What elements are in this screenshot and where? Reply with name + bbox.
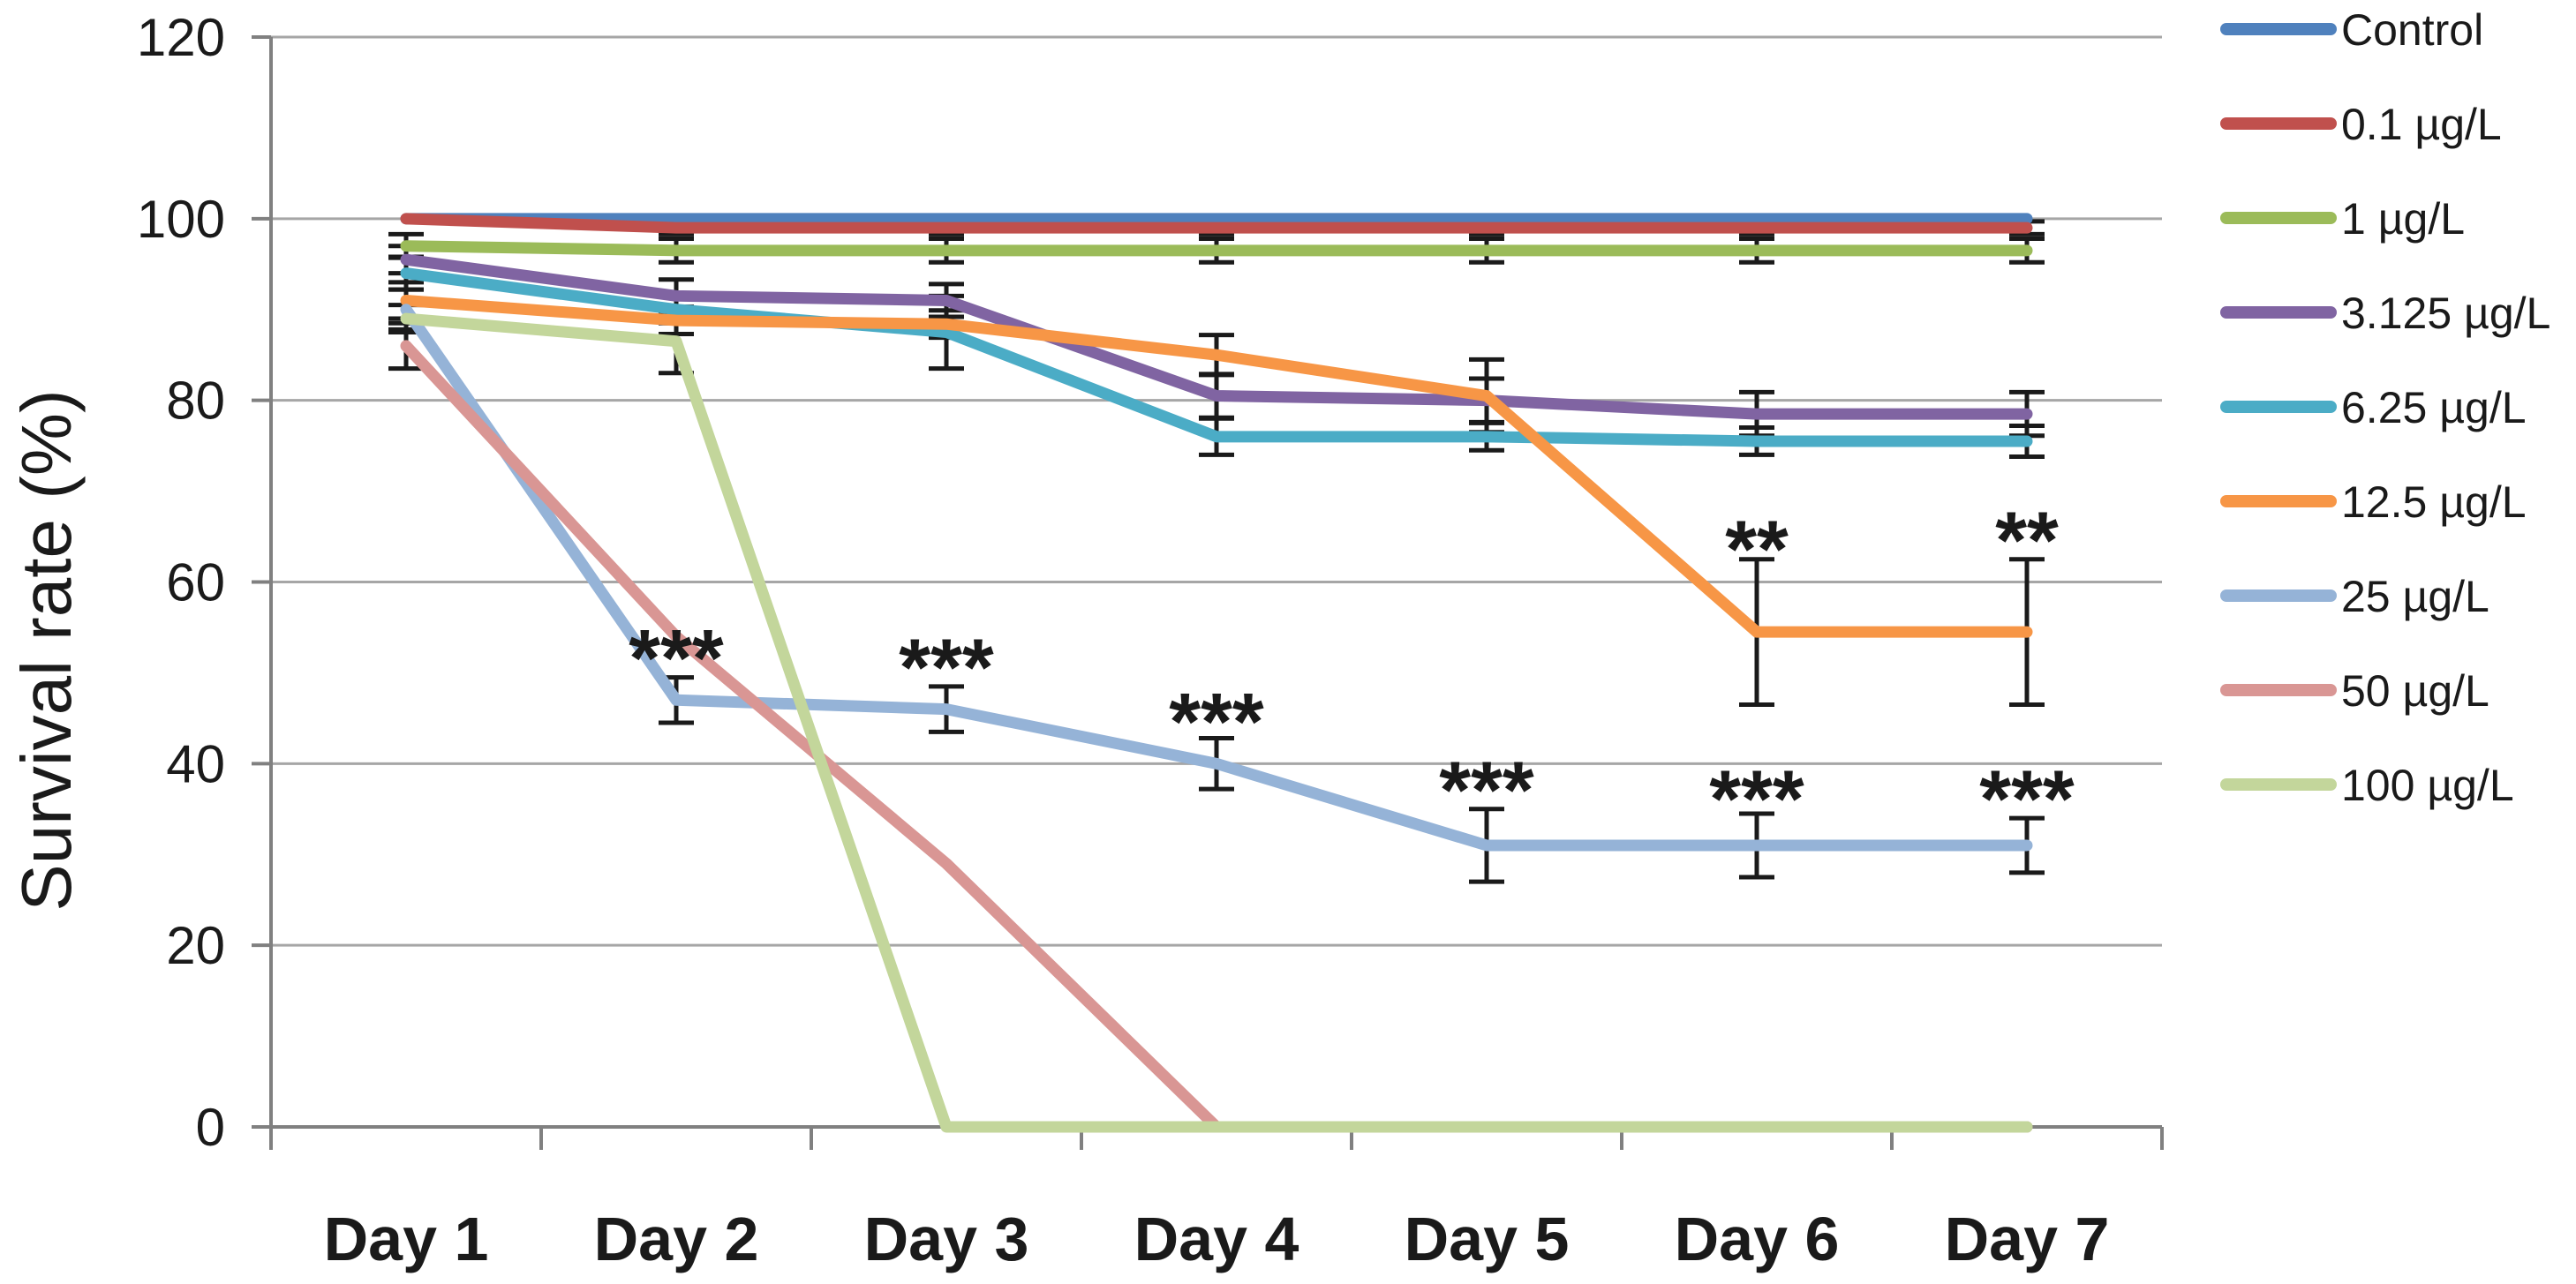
series-line-25-g-l: [400, 304, 2033, 852]
legend-label-1-g-l: 1 µg/L: [2341, 194, 2465, 244]
y-tick-label-40: 40: [166, 734, 225, 793]
y-tick-label-60: 60: [166, 553, 225, 612]
x-tick-labels: Day 1 Day 2 Day 3 Day 4 Day 5 Day 6 Day 7: [324, 1205, 2110, 1273]
legend-label-12.5-g-l: 12.5 µg/L: [2341, 477, 2527, 527]
annotation-25-g-l-day3: ***: [899, 623, 994, 713]
legend-label-50-g-l: 50 µg/L: [2341, 666, 2489, 716]
legend-label-25-g-l: 25 µg/L: [2341, 572, 2489, 621]
legend-label-3.125-g-l: 3.125 µg/L: [2341, 289, 2550, 338]
series-line-100-g-l: [400, 312, 2033, 1133]
legend-item-1-g-l: 1 µg/L: [2220, 194, 2465, 244]
series-line-12.5-g-l: [400, 294, 2033, 638]
legend-item-control: Control: [2220, 5, 2483, 55]
legend-label-6.25-g-l: 6.25 µg/L: [2341, 383, 2527, 432]
series-line-6.25-g-l: [400, 267, 2033, 447]
y-tick-labels: 0 20 40 60 80 100 120: [137, 8, 225, 1157]
legend-item-0.1-g-l: 0.1 µg/L: [2220, 100, 2502, 149]
legend-item-6.25-g-l: 6.25 µg/L: [2220, 383, 2527, 432]
legend-label-100-g-l: 100 µg/L: [2341, 761, 2514, 810]
legend-item-100-g-l: 100 µg/L: [2220, 761, 2514, 810]
x-tick-label-day-3: Day 3: [864, 1205, 1029, 1273]
legend-item-3.125-g-l: 3.125 µg/L: [2220, 289, 2550, 338]
series-line-3.125-g-l: [400, 253, 2033, 420]
annotation-25-g-l-day6: ***: [1709, 755, 1804, 845]
annotation-12.5-g-l-day7: **: [1995, 496, 2059, 586]
annotation-25-g-l-day2: ***: [629, 614, 724, 704]
series-line-1-g-l: [400, 240, 2033, 257]
annotation-25-g-l-day4: ***: [1169, 678, 1264, 768]
x-tick-label-day-2: Day 2: [594, 1205, 759, 1273]
annotation-25-g-l-day5: ***: [1439, 746, 1534, 836]
legend-label-0.1-g-l: 0.1 µg/L: [2341, 100, 2502, 149]
x-tick-label-day-5: Day 5: [1405, 1205, 1570, 1273]
x-tick-label-day-7: Day 7: [1945, 1205, 2110, 1273]
legend-item-12.5-g-l: 12.5 µg/L: [2220, 477, 2527, 527]
x-tick-label-day-1: Day 1: [324, 1205, 489, 1273]
y-tick-label-100: 100: [137, 190, 225, 249]
series-line-0.1-g-l: [400, 213, 2033, 234]
x-tick-label-day-4: Day 4: [1134, 1205, 1299, 1273]
y-tick-label-0: 0: [196, 1098, 225, 1157]
legend: Control 0.1 µg/L 1 µg/L 3.125 µg/L 6.25 µg/L…: [2220, 5, 2550, 810]
annotation-25-g-l-day7: ***: [1979, 755, 2075, 845]
y-axis-title: Survival rate (%): [7, 389, 86, 911]
annotation-12.5-g-l-day6: **: [1725, 505, 1789, 595]
annotations: *** ********* *** ***** **: [629, 496, 2075, 845]
y-tick-label-120: 120: [137, 8, 225, 67]
series-lines: [400, 213, 2033, 1133]
legend-item-50-g-l: 50 µg/L: [2220, 666, 2489, 716]
axes: [252, 35, 2164, 1150]
legend-label-control: Control: [2341, 5, 2483, 55]
y-tick-label-80: 80: [166, 372, 225, 431]
legend-item-25-g-l: 25 µg/L: [2220, 572, 2489, 621]
y-tick-label-20: 20: [166, 916, 225, 975]
gridlines: [271, 35, 2162, 1129]
x-tick-label-day-6: Day 6: [1675, 1205, 1840, 1273]
